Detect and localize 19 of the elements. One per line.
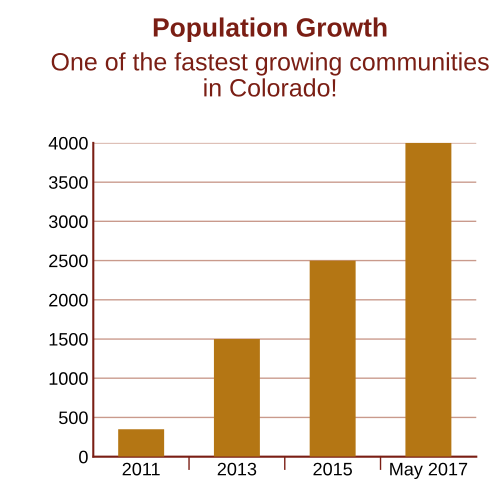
y-tick-label: 3000 [48, 215, 88, 228]
y-tick-label: 2000 [49, 294, 88, 307]
bar [310, 260, 356, 457]
chart-subtitle: One of the fastest growing communities in Colorado! [52, 52, 489, 97]
y-tick-label: 1500 [50, 332, 88, 346]
y-tick-label: 3500 [48, 176, 88, 189]
bar [405, 142, 452, 457]
chart-title: Population Growth [154, 17, 386, 42]
x-tick-label: 2011 [122, 462, 160, 476]
y-tick-label: 1000 [50, 372, 88, 385]
bar [118, 429, 164, 457]
x-tick-label: 2015 [313, 462, 352, 476]
x-tick-label: May 2017 [390, 462, 468, 480]
y-tick-label: 4000 [48, 136, 88, 150]
y-tick-label: 2500 [49, 254, 88, 268]
y-tick-label: 0 [79, 450, 88, 464]
x-tick-label: 2013 [218, 462, 256, 476]
y-tick-label: 500 [59, 411, 88, 424]
bar [214, 339, 260, 457]
